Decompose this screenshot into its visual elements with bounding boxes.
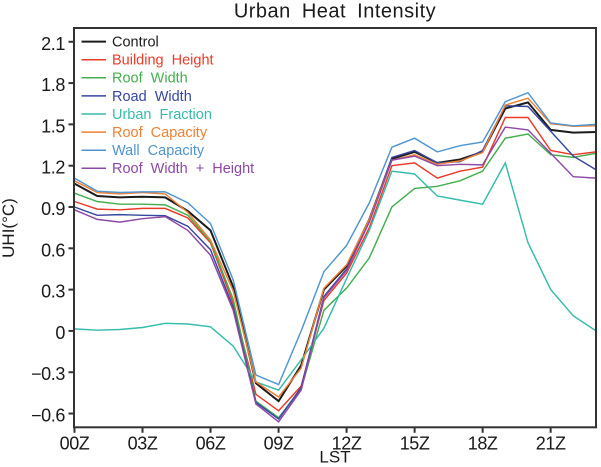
- svg-text:12Z: 12Z: [332, 433, 362, 453]
- svg-text:Road Width: Road Width: [112, 89, 192, 105]
- svg-text:−0.3: −0.3: [31, 364, 65, 384]
- svg-text:0.6: 0.6: [41, 240, 65, 260]
- svg-text:Urban Heat Intensity: Urban Heat Intensity: [234, 1, 436, 23]
- svg-text:LST: LST: [319, 448, 350, 467]
- svg-text:Wall Capacity: Wall Capacity: [112, 143, 205, 159]
- svg-text:1.5: 1.5: [41, 116, 65, 136]
- svg-text:Roof Width: Roof Width: [112, 71, 188, 87]
- svg-text:0.3: 0.3: [41, 282, 65, 302]
- svg-text:UHI(°C): UHI(°C): [0, 198, 18, 258]
- svg-text:Roof Capacity: Roof Capacity: [112, 125, 208, 141]
- svg-text:2.1: 2.1: [41, 34, 65, 54]
- svg-text:00Z: 00Z: [60, 433, 90, 453]
- svg-text:15Z: 15Z: [400, 433, 430, 453]
- svg-text:0: 0: [55, 323, 65, 343]
- svg-text:1.2: 1.2: [41, 158, 65, 178]
- svg-text:1.8: 1.8: [41, 75, 65, 95]
- svg-text:−0.6: −0.6: [31, 406, 65, 426]
- svg-text:18Z: 18Z: [468, 433, 498, 453]
- svg-text:03Z: 03Z: [128, 433, 158, 453]
- svg-text:0.9: 0.9: [41, 199, 65, 219]
- svg-text:Roof Width + Height: Roof Width + Height: [112, 161, 254, 177]
- svg-text:Urban Fraction: Urban Fraction: [112, 107, 212, 123]
- svg-text:Control: Control: [112, 35, 159, 51]
- svg-text:09Z: 09Z: [264, 433, 294, 453]
- svg-text:06Z: 06Z: [196, 433, 226, 453]
- svg-text:21Z: 21Z: [536, 433, 566, 453]
- svg-text:Building Height: Building Height: [112, 53, 214, 69]
